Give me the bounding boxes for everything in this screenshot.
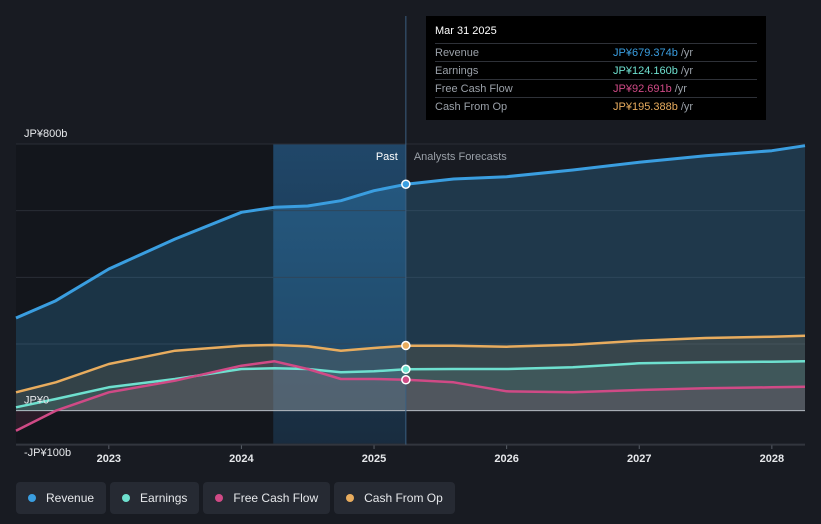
data-point	[401, 340, 411, 351]
legend-item-earnings[interactable]: Earnings	[110, 482, 200, 514]
tooltip-label: Free Cash Flow	[435, 82, 513, 95]
tooltip-value: JP¥92.691b	[613, 82, 672, 95]
series-area	[16, 361, 805, 431]
legend-label: Earnings	[140, 491, 188, 505]
tooltip: Mar 31 2025 Revenue JP¥679.374b /yr Earn…	[426, 16, 766, 120]
tooltip-label: Earnings	[435, 64, 479, 77]
legend-item-cash-from-op[interactable]: Cash From Op	[334, 482, 455, 514]
legend-item-free-cash-flow[interactable]: Free Cash Flow	[203, 482, 331, 514]
tooltip-value: JP¥195.388b	[613, 100, 678, 113]
series-line	[15, 360, 806, 409]
x-tick-label: 2027	[627, 453, 651, 465]
x-tick-label: 2028	[760, 453, 784, 465]
tooltip-unit: /yr	[674, 82, 687, 95]
x-tick-label: 2026	[494, 453, 518, 465]
tooltip-value: JP¥679.374b	[613, 46, 678, 59]
legend-label: Revenue	[46, 491, 95, 505]
legend-label: Cash From Op	[364, 491, 443, 505]
data-point	[401, 364, 411, 375]
tooltip-unit: /yr	[680, 46, 694, 59]
y-tick-label: JP¥0	[24, 395, 49, 407]
tooltip-row-cash-from-op: Cash From Op JP¥195.388b /yr	[435, 97, 757, 115]
tooltip-row-revenue: Revenue JP¥679.374b /yr	[435, 43, 757, 61]
tooltip-row-free-cash-flow: Free Cash Flow JP¥92.691b /yr	[435, 79, 757, 97]
chart-canvas: Past Analysts Forecasts JP¥800b JP¥0 -JP¥100…	[15, 16, 806, 465]
tooltip-date: Mar 31 2025	[435, 25, 497, 37]
y-tick-label: -JP¥100b	[24, 447, 71, 459]
tooltip-unit: /yr	[680, 64, 694, 77]
dot-icon	[122, 494, 131, 502]
tooltip-label: Cash From Op	[435, 100, 508, 113]
tooltip-unit: /yr	[680, 100, 694, 113]
dot-icon	[215, 494, 224, 502]
tooltip-value: JP¥124.160b	[613, 64, 678, 77]
legend: Revenue Earnings Free Cash Flow Cash Fro…	[16, 482, 455, 514]
x-tick-label: 2025	[362, 453, 386, 465]
legend-item-revenue[interactable]: Revenue	[16, 482, 107, 514]
past-label: Past	[376, 151, 398, 163]
tooltip-label: Revenue	[435, 46, 480, 59]
dot-icon	[28, 494, 36, 502]
series-line	[15, 144, 806, 320]
tooltip-row-earnings: Earnings JP¥124.160b /yr	[435, 61, 757, 79]
data-point	[401, 179, 411, 189]
series-line	[15, 360, 806, 432]
x-tick-label: 2024	[229, 453, 254, 465]
x-tick-label: 2023	[97, 453, 121, 465]
highlight-band	[273, 144, 406, 445]
dot-icon	[346, 494, 355, 502]
series-line	[15, 334, 806, 394]
forecast-label: Analysts Forecasts	[414, 151, 507, 163]
series-area	[16, 145, 805, 411]
legend-label: Free Cash Flow	[233, 491, 319, 505]
data-point	[401, 375, 411, 385]
y-tick-label: JP¥800b	[24, 128, 67, 140]
